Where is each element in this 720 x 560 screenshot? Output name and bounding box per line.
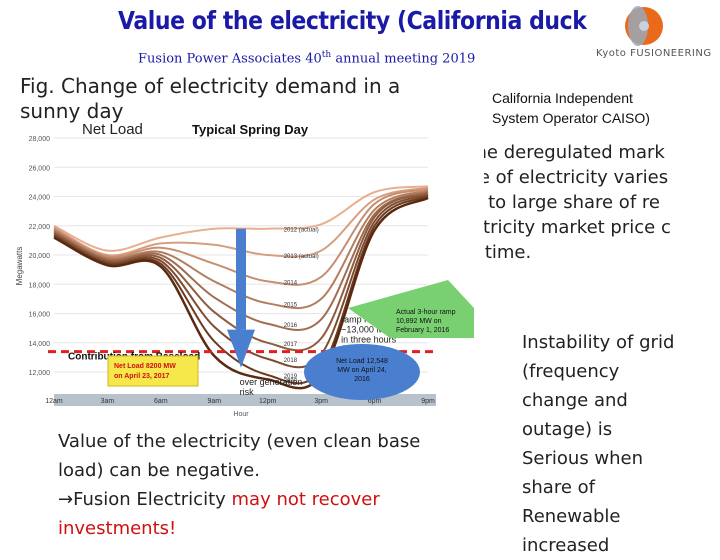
callout-net-low-shape bbox=[107, 355, 199, 387]
instability-line: increased bbox=[522, 535, 610, 556]
y-tick-label: 18,000 bbox=[29, 282, 51, 289]
ramp-label: ~13,000 MW bbox=[341, 324, 393, 334]
series-label: 2019 bbox=[284, 374, 298, 380]
series-label: 2015 bbox=[284, 302, 298, 308]
figure-caption-line: sunny day bbox=[20, 99, 124, 123]
instability-line: outage) is bbox=[522, 419, 613, 440]
series-label: 2017 bbox=[284, 342, 298, 348]
y-tick-label: 22,000 bbox=[29, 224, 51, 231]
callout-net-mid-text: Net Load 12,548 bbox=[336, 358, 388, 365]
series-line bbox=[53, 194, 429, 369]
logo-icon bbox=[625, 6, 663, 46]
value-line: investments! bbox=[58, 518, 177, 539]
decline-arrow-shaft bbox=[236, 228, 246, 330]
value-text: Value of the electricity (even clean bas… bbox=[58, 427, 518, 543]
value-line: load) can be negative. bbox=[58, 460, 260, 481]
dereg-line: electricity market price c bbox=[446, 217, 671, 238]
figure-caption-line: Fig. Change of electricity demand in a bbox=[20, 74, 401, 98]
series-label: 2012 (actual) bbox=[284, 228, 319, 234]
x-tick-label: 3am bbox=[101, 398, 115, 405]
y-tick-label: 28,000 bbox=[29, 136, 51, 143]
figure-caption: Fig. Change of electricity demand in a s… bbox=[20, 74, 460, 124]
callout-ramp-text: 10,892 MW on bbox=[396, 318, 442, 325]
overgen-label: risk bbox=[240, 387, 254, 397]
duck-curve-chart: Typical Spring Day Net Load Megawatts 12,00… bbox=[8, 112, 484, 420]
series-label: 2016 bbox=[284, 323, 298, 329]
callout-net-mid-shape bbox=[304, 344, 420, 400]
callout-net-low-text: Net Load 8200 MW bbox=[114, 363, 176, 370]
y-tick-label: 20,000 bbox=[29, 253, 51, 260]
logo-text: Kyoto FUSIONEERING bbox=[596, 48, 712, 59]
y-tick-label: 12,000 bbox=[29, 370, 51, 377]
value-line: →Fusion Electricity may not recover bbox=[58, 485, 518, 514]
callout-net-mid-text: 2016 bbox=[354, 376, 370, 383]
series-label: 2013 (actual) bbox=[284, 254, 319, 260]
series-label: 2020 bbox=[284, 378, 298, 384]
y-tick-label: 14,000 bbox=[29, 341, 51, 348]
dereg-line: In the deregulated mark bbox=[446, 142, 665, 163]
instability-line: (frequency bbox=[522, 361, 620, 382]
y-axis-label: Megawatts bbox=[15, 247, 24, 286]
series-line bbox=[53, 191, 429, 331]
subtitle-tail: annual meeting 2019 bbox=[331, 51, 476, 67]
value-line: Value of the electricity (even clean bas… bbox=[58, 431, 421, 452]
dereg-line: Due to large share of re bbox=[446, 192, 660, 213]
x-tick-label: 12pm bbox=[259, 398, 277, 405]
dereg-line: Price of electricity varies bbox=[446, 167, 669, 188]
series-label: 2018 bbox=[284, 358, 298, 364]
caiso-line: System Operator CAISO) bbox=[492, 110, 650, 126]
company-logo: Kyoto FUSIONEERING bbox=[596, 4, 716, 68]
x-tick-label: 9pm bbox=[421, 398, 435, 405]
caiso-label: California Independent System Operator C… bbox=[492, 88, 650, 128]
x-axis-label: Hour bbox=[233, 411, 249, 418]
slide-title: Value of the electricity (California duc… bbox=[118, 6, 587, 35]
subtitle-sup: th bbox=[321, 50, 332, 60]
callout-ramp-text: February 1, 2016 bbox=[396, 327, 449, 334]
x-tick-label: 6pm bbox=[368, 398, 382, 405]
y-tick-label: 24,000 bbox=[29, 195, 51, 202]
x-tick-label: 3pm bbox=[314, 398, 328, 405]
x-tick-label: 6am bbox=[154, 398, 168, 405]
overgen-label: over generation bbox=[240, 377, 303, 387]
chart-title: Typical Spring Day bbox=[192, 122, 309, 137]
slide-subtitle: Fusion Power Associates 40th annual meet… bbox=[138, 50, 475, 66]
value-line-red: may not recover bbox=[231, 489, 380, 510]
instability-line: change and bbox=[522, 390, 628, 411]
instability-line: Serious when bbox=[522, 448, 644, 469]
value-line-prefix: →Fusion Electricity bbox=[58, 489, 232, 510]
series-line bbox=[53, 196, 429, 390]
instability-line: share of bbox=[522, 477, 595, 498]
subtitle-main: Fusion Power Associates 40 bbox=[138, 51, 322, 67]
chart-corner-label: Net Load bbox=[82, 121, 143, 138]
x-tick-label: 9am bbox=[207, 398, 221, 405]
instability-line: Renewable bbox=[522, 506, 621, 527]
series-line bbox=[53, 192, 429, 352]
callout-ramp-shape bbox=[348, 280, 474, 338]
instability-text: Instability of grid (frequency change an… bbox=[522, 328, 720, 560]
x-tick-label: 12am bbox=[45, 398, 63, 405]
series-line bbox=[53, 188, 429, 286]
series-line bbox=[53, 195, 429, 385]
instability-line: Instability of grid bbox=[522, 332, 675, 353]
caiso-line: California Independent bbox=[492, 90, 633, 106]
series-label: 2014 bbox=[284, 280, 298, 286]
callout-ramp-text: Actual 3-hour ramp bbox=[396, 309, 456, 316]
callout-net-mid-text: MW on April 24, bbox=[337, 367, 386, 374]
callout-net-low-text: on April 23, 2017 bbox=[114, 373, 169, 380]
ramp-label: ramp need bbox=[341, 314, 384, 324]
decline-arrow-head bbox=[227, 329, 255, 368]
series-line bbox=[53, 189, 429, 310]
ramp-label: in three hours bbox=[341, 334, 397, 344]
y-tick-label: 26,000 bbox=[29, 165, 51, 172]
series-line bbox=[53, 185, 429, 252]
y-tick-label: 16,000 bbox=[29, 312, 51, 319]
